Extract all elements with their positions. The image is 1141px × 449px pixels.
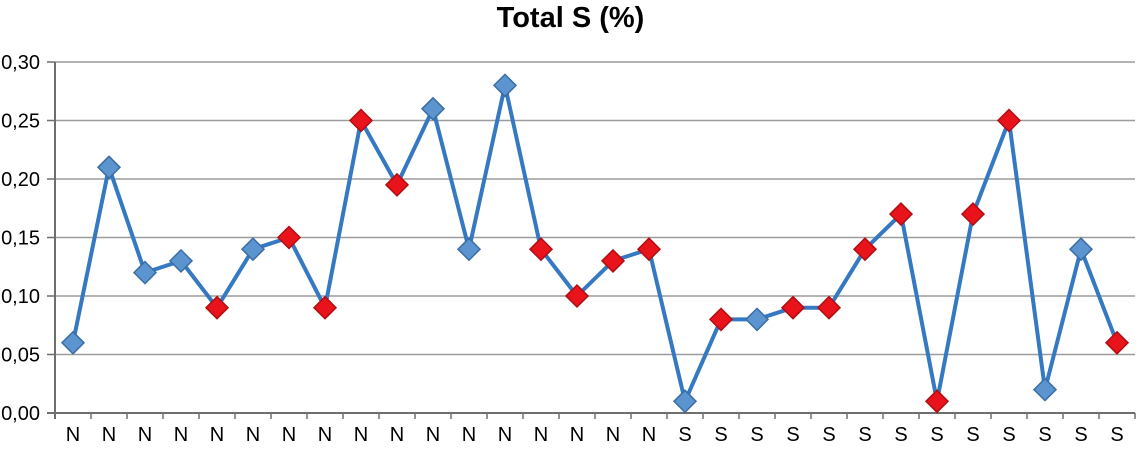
y-axis-label: 0,20 [1,169,40,191]
data-point-marker [600,248,626,273]
data-point-marker [744,307,770,332]
x-axis-label: S [894,424,907,446]
x-axis-label: S [858,424,871,446]
x-axis-label: N [390,424,404,446]
data-point-marker [1104,330,1130,355]
data-point-marker [1032,377,1058,402]
x-axis-label: S [714,424,727,446]
data-point-marker [132,260,158,285]
x-axis-label: N [426,424,440,446]
x-axis-label: N [462,424,476,446]
data-point-marker [456,237,482,262]
x-axis-label: N [606,424,620,446]
x-axis-label: N [246,424,260,446]
x-axis-label: S [678,424,691,446]
y-axis-label: 0,15 [1,228,40,250]
y-axis-label: 0,00 [1,403,40,425]
data-point-marker [204,295,230,320]
x-axis-label: N [210,424,224,446]
markers-group [60,73,1130,414]
x-axis-label: N [570,424,584,446]
data-point-marker [636,237,662,262]
y-axis-labels-group: 0,00 0,05 0,10 0,15 0,20 0,25 0,30 [1,52,40,425]
y-axis-label: 0,30 [1,52,40,74]
data-point-marker [852,237,878,262]
x-axis-label: N [534,424,548,446]
data-point-marker [528,237,554,262]
x-axis-label: N [66,424,80,446]
data-point-marker [960,202,986,227]
data-point-marker [708,307,734,332]
y-axis-label: 0,10 [1,286,40,308]
data-point-marker [384,172,410,197]
x-axis-label: N [102,424,116,446]
data-point-marker [888,202,914,227]
x-axis-label: N [498,424,512,446]
x-axis-label: N [282,424,296,446]
data-point-marker [564,283,590,309]
data-point-marker [96,155,122,180]
x-axis-label: N [354,424,368,446]
data-point-marker [492,73,518,98]
data-point-marker [420,96,446,121]
x-axis-label: S [1110,424,1123,446]
series-line [71,83,1119,404]
gridlines-group [55,61,1135,356]
data-point-marker [348,108,374,133]
x-axis-label: S [822,424,835,446]
x-axis-ticks-group [54,413,1136,419]
chart-title: Total S (%) [496,2,645,34]
x-axis-label: S [930,424,943,446]
data-point-marker [168,248,194,273]
data-point-marker [816,295,842,320]
x-axis-label: S [750,424,763,446]
data-point-marker [780,295,806,320]
y-axis-label: 0,05 [1,345,40,367]
x-axis-label: S [1074,424,1087,446]
data-point-marker [60,330,86,355]
x-axis-label: N [138,424,152,446]
data-point-marker [996,108,1022,133]
x-axis-label: S [786,424,799,446]
data-point-marker [240,237,266,262]
data-point-marker [672,389,698,414]
x-axis-label: N [318,424,332,446]
data-point-marker [312,295,338,320]
x-axis-label: N [174,424,188,446]
x-axis-label: S [966,424,979,446]
y-axis-ticks-group [47,61,55,414]
y-axis-label: 0,25 [1,111,40,133]
data-point-marker [1068,237,1094,262]
x-axis-label: S [1002,424,1015,446]
x-axis-label: N [642,424,656,446]
x-axis-label: S [1038,424,1051,446]
data-point-marker [276,225,302,250]
data-point-marker [924,389,950,414]
